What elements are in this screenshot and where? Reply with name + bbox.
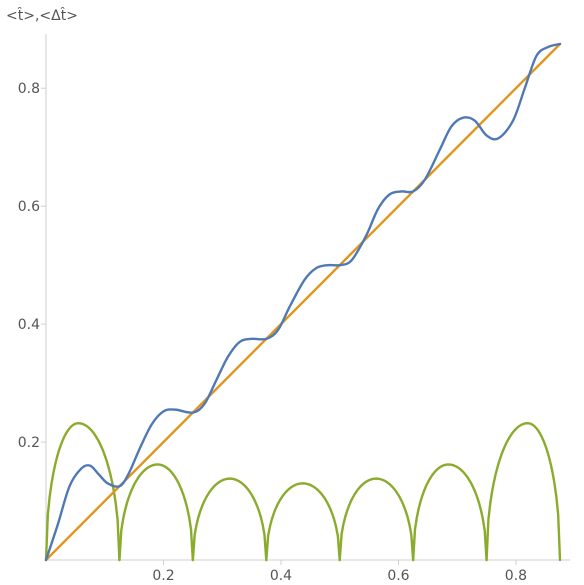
x-tick-label: 0.6 — [387, 568, 409, 584]
y-tick-label: 0.6 — [18, 199, 40, 215]
green-series-arch-1 — [118, 463, 195, 562]
green-series-arch-3 — [265, 482, 341, 562]
y-tick-label: 0.4 — [18, 317, 40, 333]
series-group — [44, 42, 562, 562]
green-series-arch-4 — [338, 477, 415, 562]
y-tick-label: 0.8 — [18, 81, 40, 97]
green-series-arch-5 — [411, 463, 488, 562]
blue-series-line — [44, 42, 562, 562]
green-series-arch-0 — [44, 422, 121, 562]
x-tick-label: 0.8 — [505, 568, 527, 584]
y-axis-title: <t̂>,<Δt̂> — [6, 7, 78, 24]
y-tick-label: 0.2 — [18, 435, 40, 451]
x-tick-label: 0.2 — [152, 568, 174, 584]
x-tick-label: 0.4 — [270, 568, 292, 584]
orange-series-line — [44, 42, 562, 562]
green-series-arch-6 — [485, 422, 562, 562]
tick-group: 0.2 0.4 0.6 0.8 0.2 0.4 0.6 0.8 — [18, 81, 527, 584]
green-series-arch-2 — [191, 477, 268, 562]
